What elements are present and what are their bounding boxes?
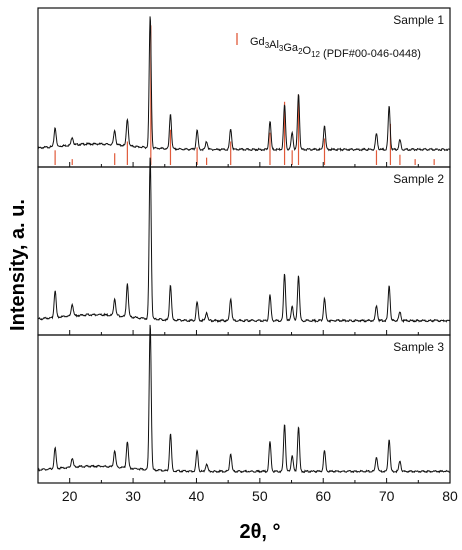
reference-pattern xyxy=(54,25,435,165)
panel-1: Sample 1 Gd3Al3Ga2O12 (PDF#00-046-0448) xyxy=(37,13,451,165)
panel-frame-2 xyxy=(37,166,451,336)
y-axis-label: Intensity, a. u. xyxy=(7,199,29,331)
legend-label: Gd3Al3Ga2O12 (PDF#00-046-0448) xyxy=(250,36,421,60)
x-tick-label-70: 70 xyxy=(379,488,395,504)
axes-layer: 20 30 40 50 60 70 80 xyxy=(37,7,458,504)
sample-label-1: Sample 1 xyxy=(393,13,444,27)
x-tick-label-30: 30 xyxy=(125,488,141,504)
sample-label-2: Sample 2 xyxy=(393,172,444,186)
panel-3: Sample 3 xyxy=(37,324,451,474)
sample-label-3: Sample 3 xyxy=(393,340,444,354)
peak-points-2 xyxy=(55,158,400,313)
peak-points-1 xyxy=(55,18,400,142)
trace-2 xyxy=(37,157,451,324)
trace-3 xyxy=(37,324,451,474)
x-tick-label-60: 60 xyxy=(315,488,331,504)
peak-points-3 xyxy=(55,325,400,464)
x-tick-label-20: 20 xyxy=(62,488,78,504)
trace-1 xyxy=(37,16,451,152)
x-axis-label: 2θ, ° xyxy=(239,521,280,543)
x-tick-label-50: 50 xyxy=(252,488,268,504)
legend: Gd3Al3Ga2O12 (PDF#00-046-0448) xyxy=(236,33,421,60)
x-tick-label-80: 80 xyxy=(442,488,458,504)
panel-2: Sample 2 xyxy=(37,157,451,324)
x-tick-label-40: 40 xyxy=(189,488,205,504)
panel-frame-3 xyxy=(37,334,451,484)
